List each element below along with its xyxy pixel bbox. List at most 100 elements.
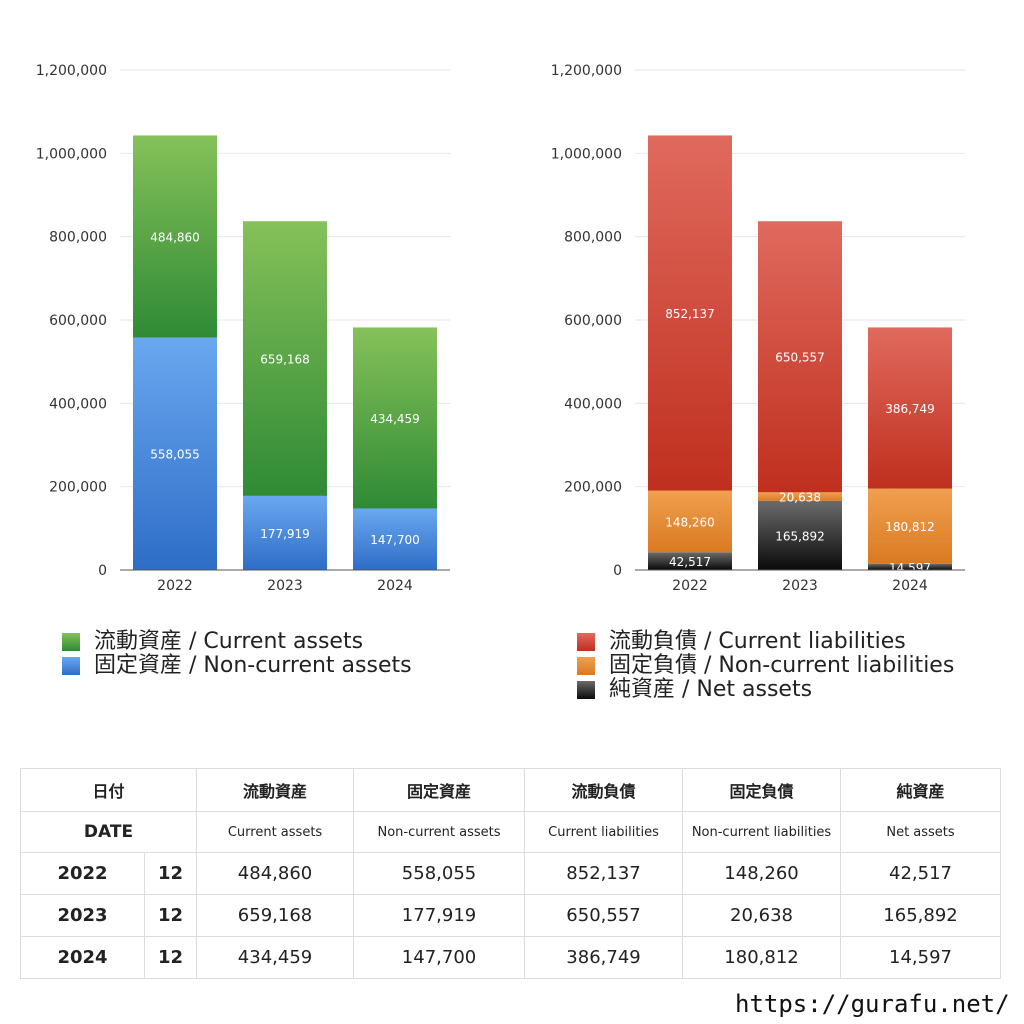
header-non-current-liabilities-jp: 固定負債 [682,768,842,812]
legend-swatch [577,657,595,675]
cell-net-assets: 165,892 [840,894,1002,937]
row-year: 2022 [20,852,145,895]
y-tick-label: 1,000,000 [36,146,107,162]
data-label: 14,597 [889,561,931,575]
cell-non-current-assets: 147,700 [353,936,526,979]
cell-current-assets: 659,168 [196,894,355,937]
legend-item-net-assets: 純資産 / Net assets [577,678,954,702]
cell-net-assets: 42,517 [840,852,1002,895]
y-tick-label: 400,000 [49,396,107,412]
y-tick-label: 400,000 [564,396,622,412]
legend-item-current-liabilities: 流動負債 / Current liabilities [577,630,954,654]
x-tick-label: 2022 [672,578,708,594]
cell-current-liabilities: 852,137 [524,852,684,895]
table-header-row-jp: 日付 流動資産 固定資産 流動負債 固定負債 純資産 [19,768,1002,812]
legend-item-current-assets: 流動資産 / Current assets [62,630,412,654]
y-tick-label: 1,200,000 [36,63,107,79]
bar-segment [353,508,437,570]
cell-current-assets: 484,860 [196,852,355,895]
data-label: 148,260 [665,515,715,529]
cell-non-current-liabilities: 148,260 [682,852,842,895]
y-tick-label: 1,000,000 [551,146,622,162]
data-label: 42,517 [669,555,711,569]
y-tick-label: 200,000 [49,480,107,496]
bar-segment [758,500,842,570]
x-tick-label: 2024 [892,578,928,594]
cell-current-liabilities: 386,749 [524,936,684,979]
row-year: 2024 [20,936,145,979]
header-current-assets-jp: 流動資産 [196,768,355,812]
bar-segment [648,135,732,491]
cell-current-assets: 434,459 [196,936,355,979]
y-tick-label: 800,000 [564,230,622,246]
bar-segment [243,495,327,570]
liabilities-legend: 流動負債 / Current liabilities 固定負債 / Non-cu… [577,630,954,702]
data-label: 180,812 [885,520,935,534]
bar-segment [868,327,952,489]
legend-swatch [62,657,80,675]
legend-label: 純資産 / Net assets [609,677,813,702]
data-label: 659,168 [260,353,310,367]
legend-swatch [62,633,80,651]
header-current-liabilities-en: Current liabilities [524,811,684,853]
legend-swatch [577,681,595,699]
data-label: 386,749 [885,402,935,416]
bar-segment [133,337,217,570]
row-year: 2023 [20,894,145,937]
y-tick-label: 200,000 [564,480,622,496]
row-month: 12 [143,936,198,979]
header-net-assets-jp: 純資産 [840,768,1002,812]
y-tick-label: 0 [98,563,107,579]
header-non-current-liabilities-en: Non-current liabilities [682,811,842,853]
source-url-watermark: https://gurafu.net/ [735,990,1010,1018]
header-date-en: DATE [19,811,198,853]
legend-swatch [577,633,595,651]
cell-non-current-assets: 177,919 [353,894,526,937]
bar-segment [868,488,952,564]
bar-segment [868,563,952,570]
header-date-jp: 日付 [19,768,198,812]
x-tick-label: 2024 [377,578,413,594]
liabilities-chart: 0 200,000 400,000 600,000 800,000 1,000,000 1,… [551,63,965,594]
data-label: 177,919 [260,527,310,541]
x-tick-label: 2023 [267,578,303,594]
bar-segment [648,552,732,570]
data-label: 484,860 [150,230,200,244]
row-month: 12 [143,894,198,937]
header-non-current-assets-en: Non-current assets [353,811,526,853]
bar-segment [758,492,842,501]
bar-segment [648,490,732,553]
x-tick-label: 2022 [157,578,193,594]
legend-label: 流動負債 / Current liabilities [609,629,906,654]
financial-data-table: 日付 流動資産 固定資産 流動負債 固定負債 純資産 DATE Current … [19,768,1002,979]
data-label: 434,459 [370,412,420,426]
header-current-liabilities-jp: 流動負債 [524,768,684,812]
bar-segment [243,221,327,496]
y-tick-label: 600,000 [49,313,107,329]
cell-current-liabilities: 650,557 [524,894,684,937]
y-tick-label: 1,200,000 [551,63,622,79]
legend-label: 固定資産 / Non-current assets [94,653,412,678]
cell-net-assets: 14,597 [840,936,1002,979]
bar-segment [133,135,217,338]
legend-label: 固定負債 / Non-current liabilities [609,653,955,678]
bar-segment [758,221,842,493]
cell-non-current-liabilities: 180,812 [682,936,842,979]
data-label: 650,557 [775,351,825,365]
data-label: 147,700 [370,533,420,547]
y-tick-label: 600,000 [564,313,622,329]
table-row: 2022 12 484,860 558,055 852,137 148,260 … [20,852,1002,895]
cell-non-current-assets: 558,055 [353,852,526,895]
legend-item-non-current-assets: 固定資産 / Non-current assets [62,654,412,678]
table-row: 2023 12 659,168 177,919 650,557 20,638 1… [20,894,1002,937]
y-tick-label: 0 [613,563,622,579]
assets-legend: 流動資産 / Current assets 固定資産 / Non-current… [62,630,412,678]
data-label: 852,137 [665,307,715,321]
table-header-row-en: DATE Current assets Non-current assets C… [19,811,1002,853]
data-label: 165,892 [775,529,825,543]
cell-non-current-liabilities: 20,638 [682,894,842,937]
data-label: 20,638 [779,491,821,505]
table-row: 2024 12 434,459 147,700 386,749 180,812 … [20,936,1002,979]
assets-chart: 0 200,000 400,000 600,000 800,000 1,000,000 1,… [36,63,450,594]
row-month: 12 [143,852,198,895]
